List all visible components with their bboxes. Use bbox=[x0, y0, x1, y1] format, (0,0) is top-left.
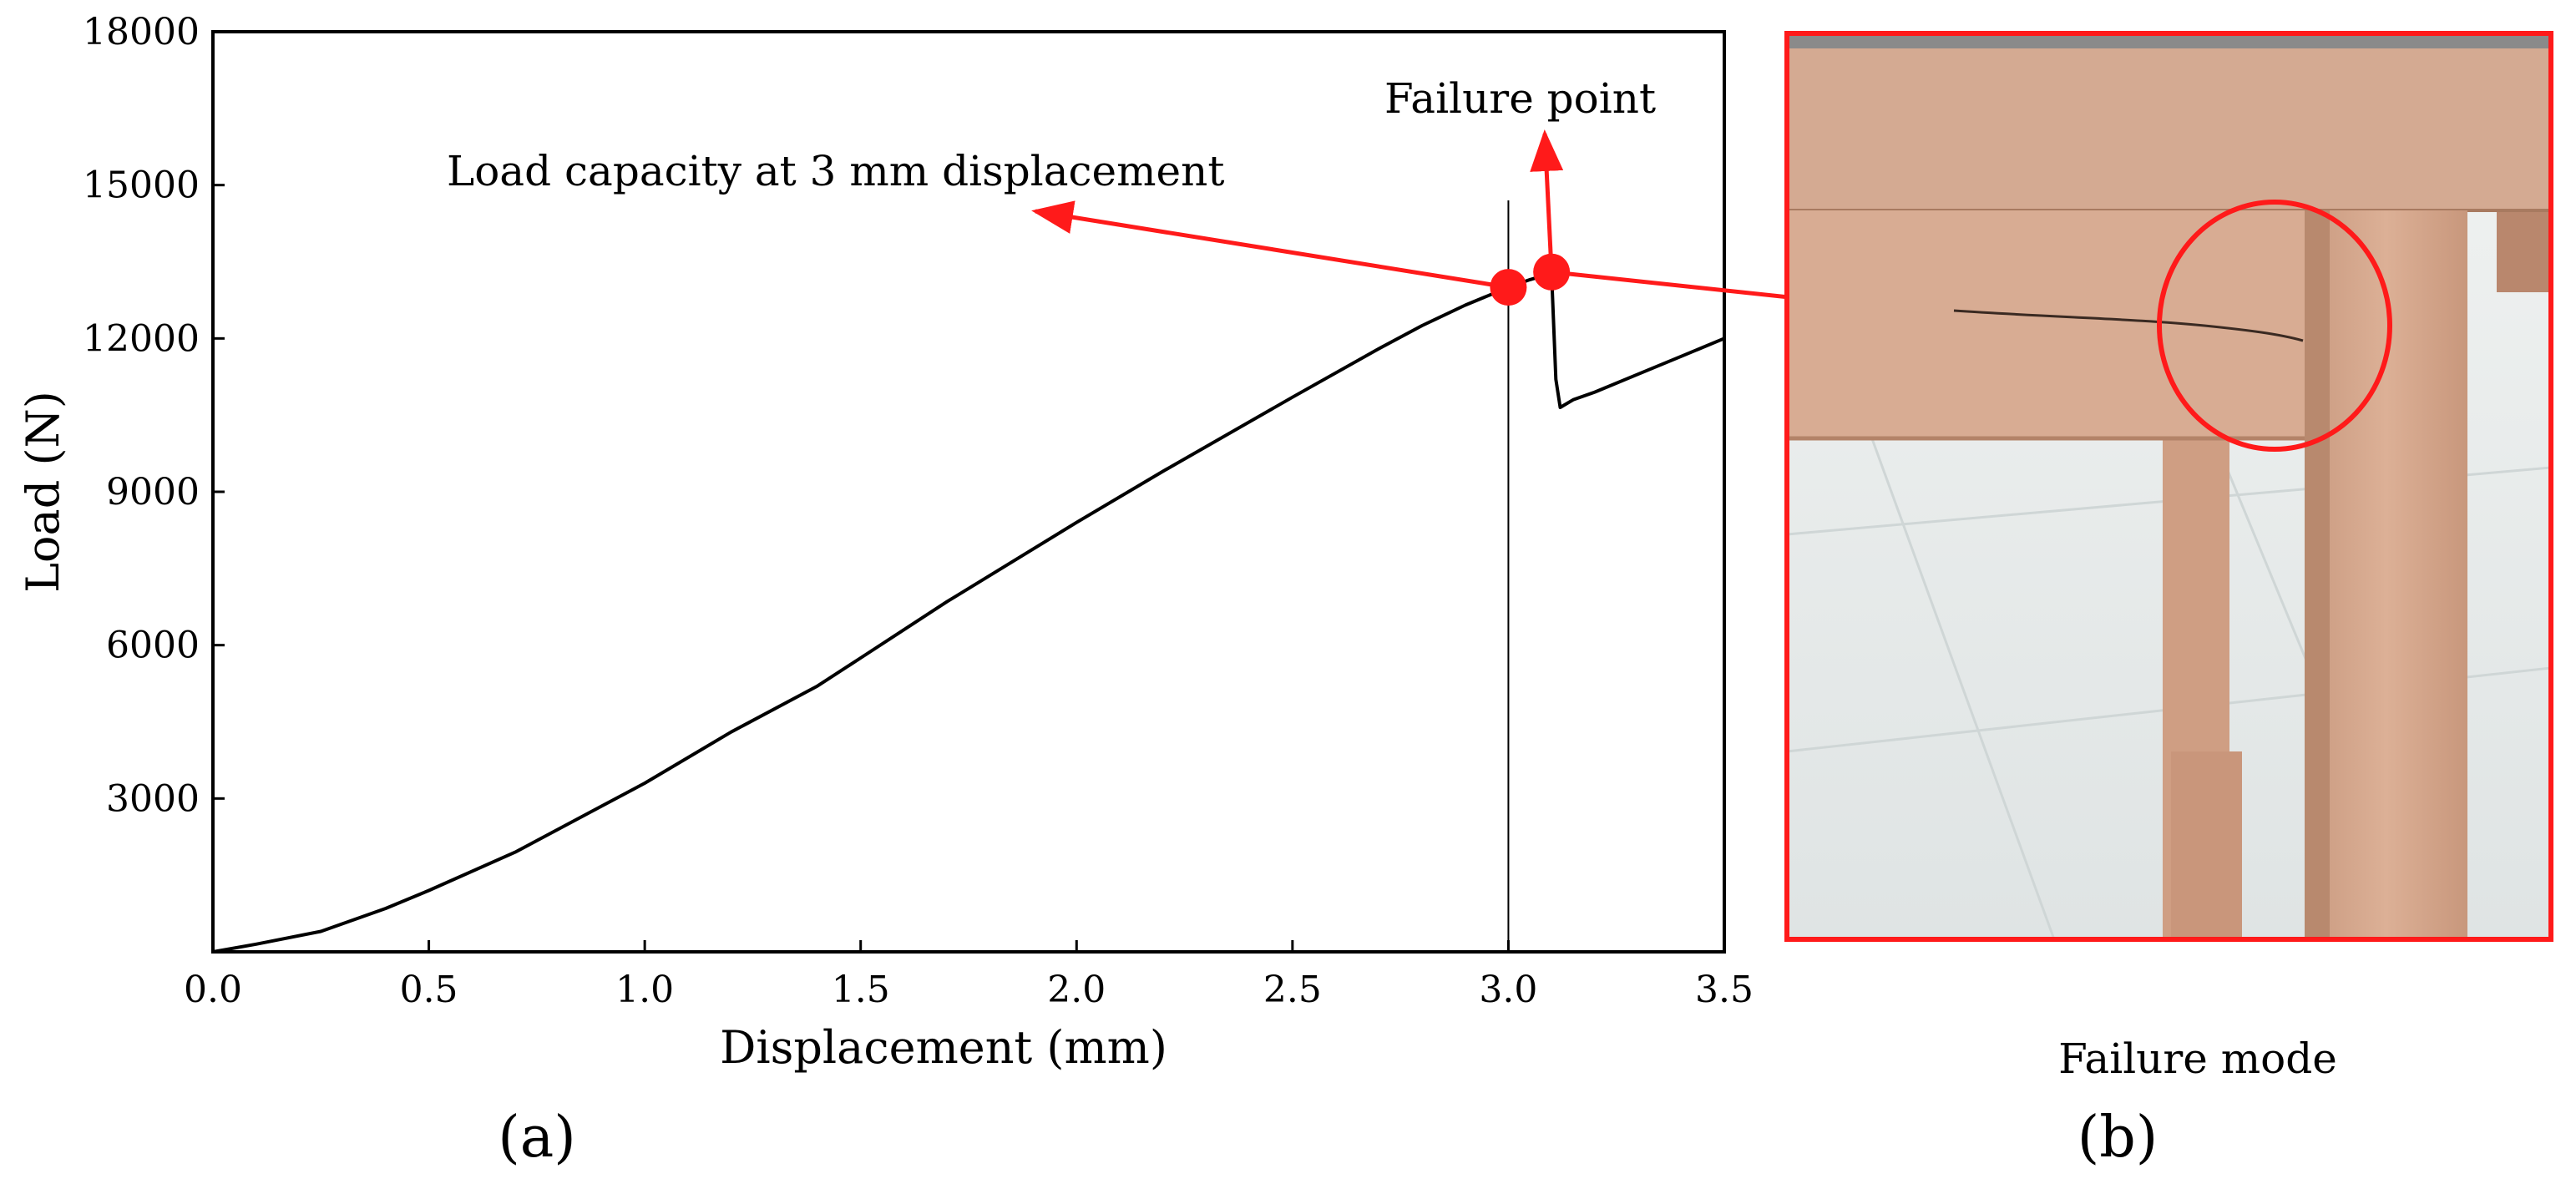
x-axis-ticks: 0.0 0.5 1.0 1.5 2.0 2.5 3.0 3.5 bbox=[184, 940, 1754, 1011]
failure-photo bbox=[1787, 33, 2551, 939]
x-tick-label: 2.0 bbox=[1047, 969, 1106, 1011]
x-tick-label: 0.0 bbox=[184, 969, 242, 1011]
x-tick-label: 3.0 bbox=[1479, 969, 1537, 1011]
x-tick-label: 3.5 bbox=[1695, 969, 1754, 1011]
y-tick-label: 3000 bbox=[106, 777, 200, 820]
annotation-load-capacity: Load capacity at 3 mm displacement bbox=[447, 147, 1224, 195]
photo-frame bbox=[1784, 31, 2553, 942]
y-axis-ticks: 3000 6000 9000 12000 15000 18000 bbox=[83, 11, 225, 820]
panel-b-caption: Failure mode bbox=[2058, 1035, 2337, 1083]
chart-panel: 3000 6000 9000 12000 15000 18000 0.0 0.5 1.0 1.5… bbox=[17, 11, 2163, 1171]
panel-b-label: (b) bbox=[2078, 1105, 2158, 1171]
load-displacement-line bbox=[212, 270, 1725, 954]
x-tick-label: 2.5 bbox=[1263, 969, 1322, 1011]
y-tick-label: 9000 bbox=[106, 471, 200, 513]
failure-highlight-circle bbox=[2157, 200, 2392, 452]
x-tick-label: 0.5 bbox=[400, 969, 458, 1011]
point-failure bbox=[1533, 253, 1571, 291]
y-tick-label: 12000 bbox=[83, 317, 200, 360]
y-axis-title: Load (N) bbox=[17, 391, 69, 593]
x-tick-label: 1.5 bbox=[832, 969, 890, 1011]
y-tick-label: 18000 bbox=[83, 11, 200, 53]
point-load-capacity-3mm bbox=[1490, 269, 1527, 306]
arrow-to-failure-label bbox=[1530, 129, 1564, 272]
arrow-to-capacity-label bbox=[1031, 200, 1509, 290]
y-tick-label: 6000 bbox=[106, 625, 200, 667]
annotation-failure-point: Failure point bbox=[1384, 74, 1656, 123]
failure-photo-panel: Failure mode (b) bbox=[1784, 31, 2553, 1171]
x-axis-title: Displacement (mm) bbox=[720, 1021, 1167, 1074]
y-tick-label: 15000 bbox=[83, 164, 200, 207]
panel-a-label: (a) bbox=[498, 1105, 576, 1171]
x-tick-label: 1.0 bbox=[615, 969, 674, 1011]
